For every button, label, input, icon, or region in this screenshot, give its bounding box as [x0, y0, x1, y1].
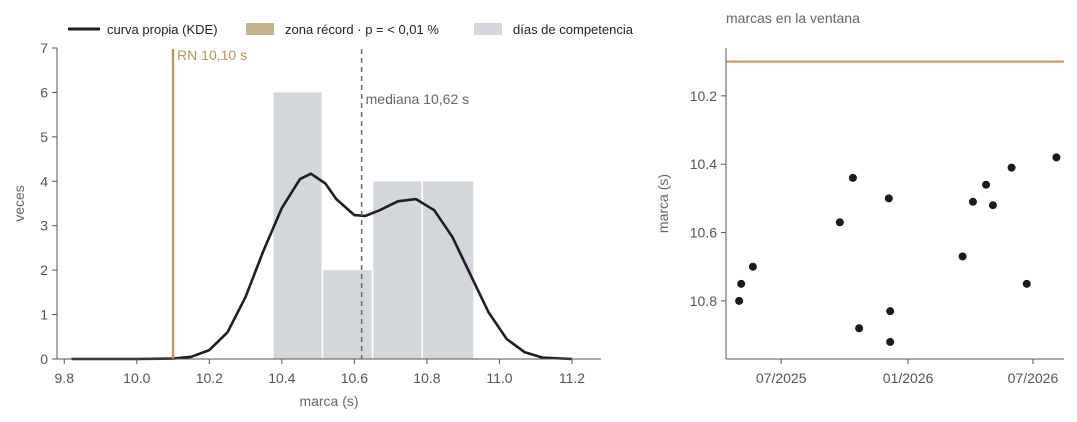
legend-patch-swatch: [246, 23, 274, 35]
y-tick-label: 1: [40, 307, 48, 323]
scatter-point: [884, 194, 893, 203]
x-tick-label: 07/2025: [756, 370, 807, 386]
scatter-title: marcas en la ventana: [726, 10, 860, 26]
scatter-point: [835, 218, 844, 227]
y-tick-label: 4: [40, 173, 48, 189]
x-tick-label: 10.2: [196, 370, 223, 386]
x-tick-label: 01/2026: [883, 370, 934, 386]
x-tick-label: 11.2: [559, 370, 585, 386]
scatter-point: [982, 180, 991, 189]
scatter-point: [1052, 153, 1061, 162]
x-tick-label: 10.0: [123, 370, 150, 386]
histogram-bar: [423, 181, 474, 359]
scatter-point: [1007, 163, 1016, 172]
scatter-point: [1022, 279, 1031, 288]
scatter-point: [848, 173, 857, 182]
histogram-bar: [373, 181, 422, 359]
record-label: RN 10,10 s: [177, 47, 247, 63]
x-tick-label: 9.8: [55, 370, 75, 386]
scatter-point: [886, 337, 895, 346]
x-tick-label: 11.0: [486, 370, 512, 386]
legend-label: días de competencia: [513, 22, 634, 37]
scatter-point: [737, 279, 746, 288]
y-tick-label: 10.6: [690, 225, 717, 241]
median-label: mediana 10,62 s: [366, 91, 470, 107]
y-tick-label: 10.8: [690, 293, 717, 309]
y-tick-label: 2: [40, 262, 48, 278]
scatter-chart: marcas en la ventana 07/2025 01/2026 07/202…: [655, 10, 1064, 386]
x-tick-label: 10.6: [341, 370, 368, 386]
scatter-point: [855, 324, 864, 333]
y-tick-label: 3: [40, 218, 48, 234]
histogram-chart: RN 10,10 s mediana 10,62 s 9.8 10.0 10.2 10.4…: [11, 40, 601, 409]
legend-patch-swatch: [474, 23, 502, 35]
y-tick-label: 6: [40, 84, 48, 100]
y-axis-title: marca (s): [655, 174, 671, 233]
y-axis-title: veces: [11, 185, 27, 222]
scatter-point: [886, 307, 895, 316]
scatter-point: [968, 197, 977, 206]
x-tick-label: 10.4: [268, 370, 295, 386]
legend-label: zona récord · p = < 0,01 %: [285, 22, 439, 37]
legend: curva propia (KDE) zona récord · p = < 0,…: [68, 22, 634, 37]
x-tick-label: 10.8: [413, 370, 440, 386]
legend-label: curva propia (KDE): [107, 22, 218, 37]
x-axis-title: marca (s): [299, 393, 358, 409]
histogram-bar: [323, 270, 372, 359]
y-tick-label: 10.4: [690, 156, 717, 172]
scatter-point: [988, 201, 997, 210]
y-tick-label: 7: [40, 40, 48, 56]
kde-curve: [71, 172, 573, 361]
y-tick-label: 5: [40, 129, 48, 145]
scatter-point: [735, 296, 744, 305]
y-tick-label: 10.2: [690, 88, 717, 104]
scatter-point: [748, 262, 757, 271]
histogram-bar: [273, 92, 322, 359]
x-tick-label: 07/2026: [1008, 370, 1059, 386]
y-tick-label: 0: [40, 351, 48, 367]
scatter-point: [958, 252, 967, 261]
